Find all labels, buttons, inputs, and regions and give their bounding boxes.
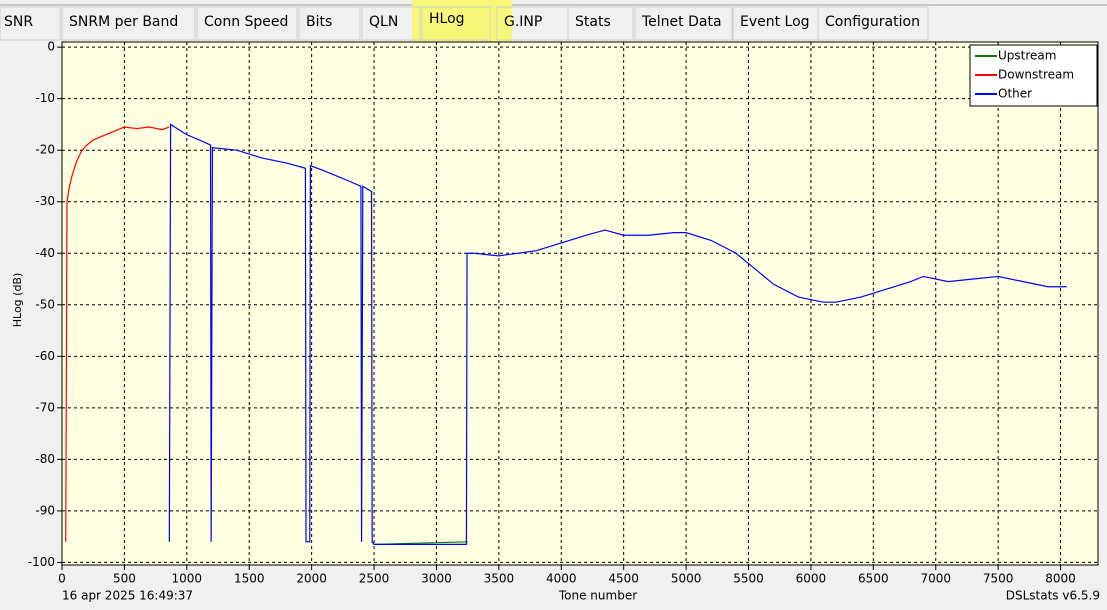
- tab[interactable]: [421, 6, 491, 41]
- series-line: [65, 126, 170, 542]
- tab-bar: SNR SNRM per Band Conn Speed Bits QLN HLog G.I…: [0, 6, 929, 41]
- tab[interactable]: [567, 6, 634, 41]
- y-tick-label: 0: [47, 40, 55, 54]
- x-tick-label: 6500: [858, 572, 889, 586]
- y-tick-label: -90: [35, 503, 55, 517]
- y-tick-label: -30: [35, 194, 55, 208]
- tab[interactable]: [298, 6, 361, 41]
- x-tick-label: 2500: [359, 572, 390, 586]
- tab-label[interactable]: SNR: [4, 14, 33, 30]
- y-tick-label: -50: [35, 297, 55, 311]
- x-tick-label: 2000: [296, 572, 327, 586]
- legend-label: Upstream: [998, 49, 1056, 63]
- x-tick-label: 3000: [421, 572, 452, 586]
- plot-area: [61, 41, 1099, 566]
- x-tick-label: 7000: [920, 572, 951, 586]
- tab-label[interactable]: Configuration: [825, 14, 920, 30]
- x-tick-label: 7500: [983, 572, 1014, 586]
- x-tick-label: 4500: [608, 572, 639, 586]
- version: DSLstats v6.5.9: [1006, 589, 1100, 603]
- x-tick-label: 3500: [484, 572, 515, 586]
- x-tick-label: 5000: [671, 572, 702, 586]
- x-tick-label: 1000: [172, 572, 203, 586]
- legend-label: Downstream: [998, 68, 1074, 82]
- y-tick-label: -10: [35, 91, 55, 105]
- x-tick-label: 1500: [234, 572, 265, 586]
- tab[interactable]: [817, 6, 929, 41]
- y-tick-label: -80: [35, 452, 55, 466]
- x-tick-label: 5500: [733, 572, 764, 586]
- tab-label[interactable]: Stats: [575, 14, 611, 30]
- tab[interactable]: [634, 6, 733, 41]
- tab-label[interactable]: Conn Speed: [204, 14, 288, 30]
- x-tick-label: 8000: [1045, 572, 1076, 586]
- tab-label[interactable]: Bits: [306, 14, 332, 30]
- tab[interactable]: [61, 6, 196, 41]
- series-line: [168, 123, 1067, 545]
- plot: 0-10-20-30-40-50-60-70-80-90-1000 500 1000…: [28, 40, 1098, 586]
- tab-label[interactable]: G.INP: [504, 14, 542, 30]
- tab[interactable]: [361, 6, 421, 41]
- tab[interactable]: [0, 6, 61, 41]
- tab-label[interactable]: SNRM per Band: [69, 14, 178, 30]
- legend-label: Other: [998, 87, 1032, 101]
- tab-label[interactable]: HLog: [429, 11, 465, 27]
- x-tick-label: 500: [113, 572, 136, 586]
- tab-label[interactable]: Event Log: [740, 14, 810, 30]
- tab-label[interactable]: Telnet Data: [641, 14, 722, 30]
- y-tick-label: -70: [35, 400, 55, 414]
- x-axis-label: Tone number: [558, 589, 637, 603]
- x-tick-label: 6000: [796, 572, 827, 586]
- y-tick-label: -20: [35, 143, 55, 157]
- y-tick-label: -40: [35, 246, 55, 260]
- x-tick-label: 4000: [546, 572, 577, 586]
- tab[interactable]: [196, 6, 298, 41]
- y-tick-label: -60: [35, 349, 55, 363]
- x-tick-label: 0: [58, 572, 66, 586]
- tab-label[interactable]: QLN: [369, 14, 398, 30]
- y-tick-label: -100: [28, 555, 55, 569]
- timestamp: 16 apr 2025 16:49:37: [62, 589, 193, 603]
- y-axis-label: HLog (dB): [11, 273, 24, 328]
